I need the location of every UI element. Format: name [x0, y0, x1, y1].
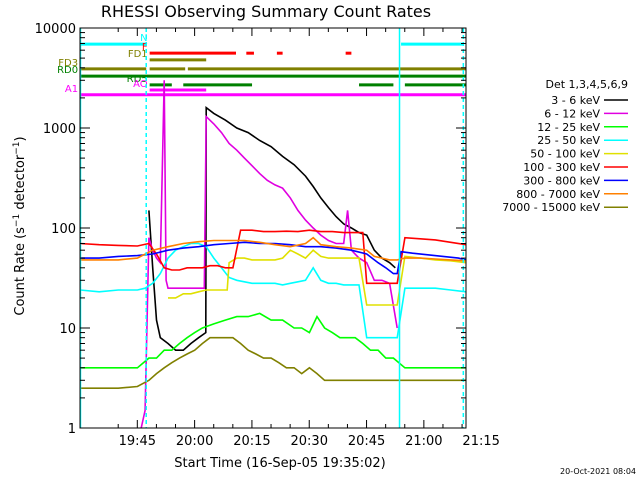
series-line-7000-15000-kev	[80, 336, 466, 390]
y-axis-label: Count Rate (s−1 detector−1)	[12, 136, 28, 315]
flag-label-rd5: RD5	[127, 74, 148, 85]
legend-label-7000-15000-kev: 7000 - 15000 keV	[502, 201, 600, 214]
x-tick-label-2: 20:15	[233, 434, 270, 449]
x-tick-label-1: 20:00	[176, 434, 213, 449]
y-tick-label-1: 10	[59, 322, 76, 337]
series-line-50-100-kev	[168, 249, 467, 306]
x-tick-label-0: 19:45	[119, 434, 156, 449]
flag-label-n: N	[140, 33, 147, 44]
flag-label-ao: AO	[133, 79, 148, 90]
flag-label-a1: A1	[65, 84, 78, 95]
legend-label-800-7000-kev: 800 - 7000 keV	[516, 188, 600, 201]
chart-title: RHESSI Observing Summary Count Rates	[101, 2, 431, 21]
legend-label-6-12-kev: 6 - 12 keV	[544, 107, 600, 120]
x-axis-label: Start Time (16-Sep-05 19:35:02)	[174, 456, 385, 471]
series-line-12-25-kev	[80, 312, 466, 369]
y-tick-label-2: 100	[51, 222, 76, 237]
legend-label-100-300-kev: 100 - 300 keV	[523, 161, 600, 174]
series-line-100-300-kev	[80, 229, 467, 285]
legend-title: Det 1,3,4,5,6,9	[545, 78, 628, 91]
y-axis-label-end: )	[13, 136, 28, 141]
y-axis-label-mid: detector	[13, 154, 28, 214]
legend-label-50-100-kev: 50 - 100 keV	[530, 148, 600, 161]
plot-series	[80, 80, 467, 429]
legend-label-300-800-kev: 300 - 800 keV	[523, 174, 600, 187]
y-axis-label-sup1: −1	[12, 214, 22, 227]
x-tick-label-3: 20:30	[291, 434, 328, 449]
legend-label-25-50-kev: 25 - 50 keV	[537, 134, 600, 147]
series-line-300-800-kev	[80, 241, 467, 275]
x-tick-label-4: 20:45	[348, 434, 385, 449]
flag-label-fd1: FD1	[128, 49, 148, 60]
series-line-6-12-kev	[140, 80, 398, 429]
flag-label-f: F	[142, 42, 148, 53]
flag-label-fd3: FD3	[58, 58, 78, 69]
y-axis-label-sup2: −1	[12, 141, 22, 154]
y-tick-label-3: 1000	[43, 122, 76, 137]
x-tick-label-5: 21:00	[405, 434, 442, 449]
legend-label-3-6-kev: 3 - 6 keV	[551, 94, 600, 107]
y-axis-label-main: Count Rate (s	[13, 227, 28, 316]
timestamp: 20-Oct-2021 08:04	[560, 467, 636, 476]
y-tick-label-0: 1	[68, 422, 76, 437]
x-axis-ticks: 19:45 20:00 20:15 20:30 20:45 21:00 21:15	[117, 28, 500, 449]
x-tick-label-6: 21:15	[462, 434, 499, 449]
series-line-25-50-kev	[80, 242, 467, 339]
y-tick-label-4: 10000	[35, 22, 76, 37]
legend-label-12-25-kev: 12 - 25 keV	[537, 121, 600, 134]
y-axis-ticks: 1 10 100 1000 10000	[35, 22, 466, 437]
flag-label-rd0: RD0	[57, 65, 78, 76]
